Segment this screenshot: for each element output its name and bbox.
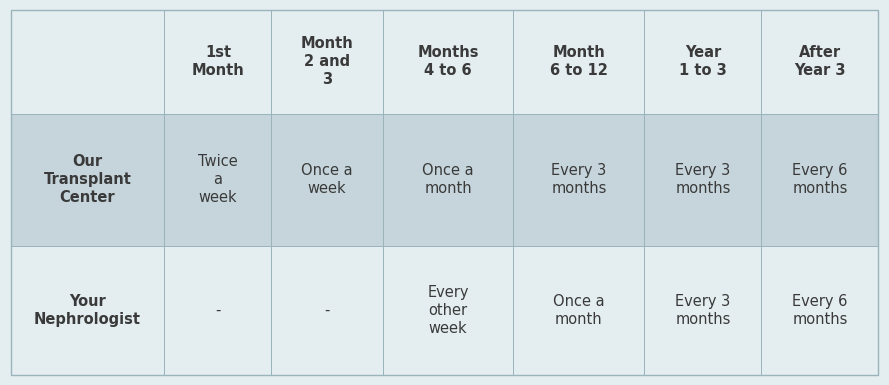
Bar xyxy=(514,10,645,114)
Bar xyxy=(645,10,761,114)
Text: 1st
Month: 1st Month xyxy=(191,45,244,78)
Bar xyxy=(11,10,164,114)
Text: Every
other
week: Every other week xyxy=(428,285,469,336)
Text: Every 3
months: Every 3 months xyxy=(675,163,731,196)
Bar xyxy=(514,114,645,246)
Text: Twice
a
week: Twice a week xyxy=(198,154,237,205)
Text: After
Year 3: After Year 3 xyxy=(794,45,845,78)
Text: Every 6
months: Every 6 months xyxy=(792,163,847,196)
Text: -: - xyxy=(215,303,220,318)
Bar xyxy=(514,246,645,375)
Bar xyxy=(271,114,382,246)
Bar xyxy=(645,246,761,375)
Bar xyxy=(761,246,878,375)
Bar xyxy=(271,246,382,375)
Text: Month
6 to 12: Month 6 to 12 xyxy=(550,45,608,78)
Text: Every 6
months: Every 6 months xyxy=(792,294,847,327)
Text: Months
4 to 6: Months 4 to 6 xyxy=(417,45,478,78)
Text: Once a
week: Once a week xyxy=(301,163,353,196)
Text: Once a
month: Once a month xyxy=(422,163,474,196)
Text: Year
1 to 3: Year 1 to 3 xyxy=(679,45,726,78)
Bar xyxy=(11,114,164,246)
Text: Once a
month: Once a month xyxy=(553,294,605,327)
Bar xyxy=(761,114,878,246)
Bar xyxy=(164,246,271,375)
Bar xyxy=(382,246,514,375)
Bar xyxy=(382,114,514,246)
Text: Every 3
months: Every 3 months xyxy=(551,163,606,196)
Bar xyxy=(164,114,271,246)
Bar xyxy=(271,10,382,114)
Text: Every 3
months: Every 3 months xyxy=(675,294,731,327)
Text: -: - xyxy=(324,303,330,318)
Bar xyxy=(11,246,164,375)
Bar xyxy=(382,10,514,114)
Bar xyxy=(164,10,271,114)
Bar xyxy=(645,114,761,246)
Text: Our
Transplant
Center: Our Transplant Center xyxy=(44,154,132,205)
Text: Your
Nephrologist: Your Nephrologist xyxy=(34,294,141,327)
Text: Month
2 and
3: Month 2 and 3 xyxy=(300,36,353,87)
Bar xyxy=(761,10,878,114)
